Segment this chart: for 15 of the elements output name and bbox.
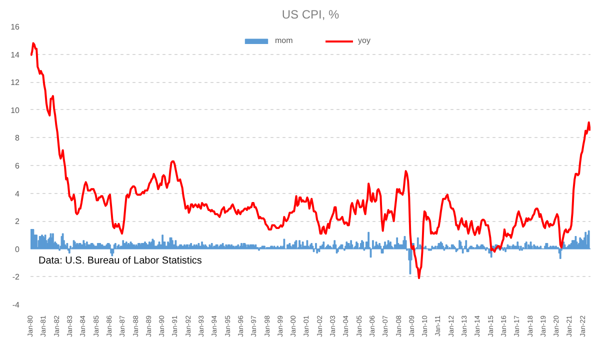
chart-title: US CPI, % bbox=[282, 8, 340, 22]
legend-label: mom bbox=[275, 36, 294, 45]
y-tick-label: 4 bbox=[15, 189, 20, 198]
y-tick-label: 14 bbox=[10, 50, 20, 60]
y-tick-label: 10 bbox=[10, 106, 20, 115]
y-tick-label: 2 bbox=[15, 217, 20, 226]
y-tick-label: 6 bbox=[15, 162, 20, 170]
y-tick-label: 12 bbox=[10, 78, 20, 88]
y-tick-label: 0 bbox=[15, 244, 20, 254]
y-tick-label: -2 bbox=[12, 272, 20, 282]
y-tick-label: -4 bbox=[12, 300, 20, 310]
annotation: Data: U.S. Bureau of Labor Statistics bbox=[38, 256, 202, 266]
legend-label: yoy bbox=[358, 36, 372, 45]
y-tick-label: 16 bbox=[10, 22, 20, 32]
y-tick-label: 8 bbox=[15, 134, 20, 143]
